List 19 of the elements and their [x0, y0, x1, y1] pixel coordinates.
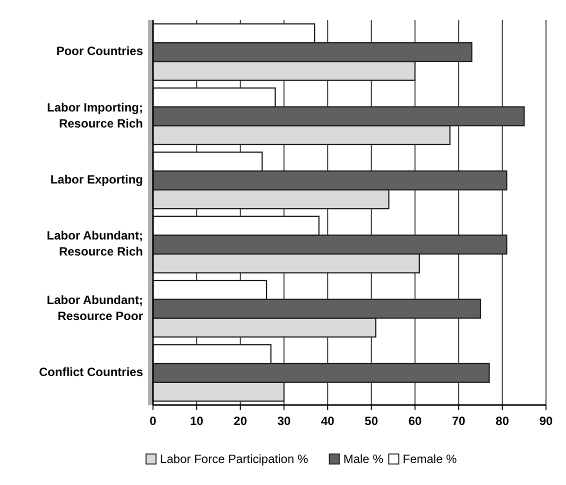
- y-tick-label: Labor Abundant; Resource Rich: [46, 228, 143, 259]
- y-tick-label: Labor Importing; Resource Rich: [47, 100, 143, 130]
- legend-label: Male %: [343, 452, 384, 466]
- x-tick-label: 80: [496, 414, 510, 428]
- y-tick-label: Labor Abundant; Resource Poor: [46, 292, 144, 323]
- legend-label: Labor Force Participation %: [160, 452, 308, 466]
- x-tick-label: 50: [364, 414, 378, 428]
- x-tick-label: 60: [408, 414, 422, 428]
- x-tick-label: 40: [320, 414, 335, 428]
- x-tick-label: 70: [452, 414, 466, 428]
- legend-label: Female %: [402, 452, 458, 466]
- x-tick-label: 0: [150, 414, 157, 428]
- y-tick-label: Conflict Countries: [39, 365, 144, 380]
- y-tick-label: Poor Countries: [56, 44, 144, 58]
- x-tick-label: 10: [190, 414, 204, 428]
- x-tick-label: 90: [539, 414, 553, 428]
- x-tick-label: 20: [234, 414, 248, 428]
- y-tick-label: Labor Exporting: [50, 172, 143, 187]
- x-tick-label: 30: [277, 414, 291, 428]
